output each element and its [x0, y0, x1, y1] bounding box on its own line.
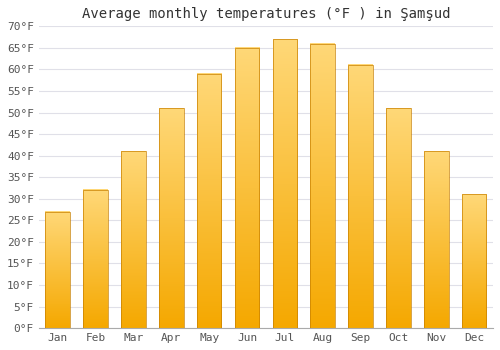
Bar: [386, 108, 410, 328]
Bar: [84, 190, 108, 328]
Bar: [348, 65, 373, 328]
Bar: [310, 43, 335, 328]
Bar: [424, 151, 448, 328]
Title: Average monthly temperatures (°F ) in Şamşud: Average monthly temperatures (°F ) in Şa…: [82, 7, 450, 21]
Bar: [197, 74, 222, 328]
Bar: [159, 108, 184, 328]
Bar: [121, 151, 146, 328]
Bar: [46, 212, 70, 328]
Bar: [272, 39, 297, 328]
Bar: [462, 195, 486, 328]
Bar: [234, 48, 260, 328]
